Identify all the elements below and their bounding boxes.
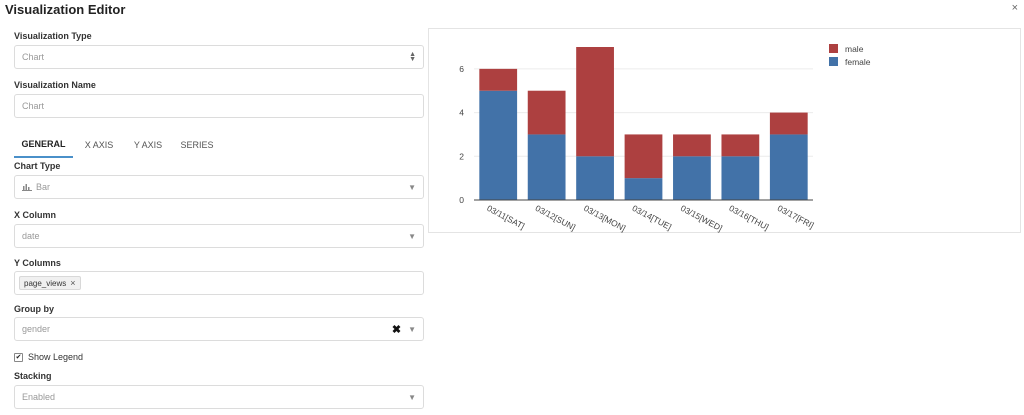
tab-y-axis[interactable]: Y AXIS [133,140,163,150]
y-tick-label: 6 [459,64,464,74]
group-by-select[interactable]: gender ✖ ▼ [14,317,424,341]
chart-type-select[interactable]: Bar ▼ [14,175,424,199]
visualization-type-label: Visualization Type [14,31,92,41]
checkbox-icon[interactable]: ✔ [14,352,23,362]
dialog-title: Visualization Editor [5,2,126,17]
bar-female [673,156,711,200]
bar-male [673,134,711,157]
bar-male [624,134,663,179]
x-tick-label: 03/12[SUN] [534,203,578,232]
y-column-tag-label: page_views [24,278,67,288]
bar-male [576,47,614,157]
x-column-value: date [22,231,40,241]
legend-label: female [845,57,871,67]
y-tick-label: 2 [459,151,464,161]
x-tick-label: 03/14[TUE] [631,203,674,232]
x-tick-label: 03/15[WED] [679,203,724,233]
group-by-label: Group by [14,304,54,314]
x-tick-label: 03/13[MON] [582,203,627,233]
bar-female [576,156,614,200]
x-column-label: X Column [14,210,56,220]
settings-tabs: GENERAL X AXIS Y AXIS SERIES [14,132,424,158]
bar-male [479,68,518,91]
bar-female [721,156,760,200]
visualization-name-label: Visualization Name [14,80,96,90]
y-column-tag: page_views × [19,276,81,290]
visualization-type-select[interactable]: Chart ▲ ▼ [14,45,424,69]
bar-male [721,134,760,157]
chevron-down-icon: ▼ [408,324,416,334]
visualization-type-value: Chart [22,52,45,62]
chevron-down-icon: ▼ [408,231,416,241]
x-tick-label: 03/16[THU] [727,203,770,232]
y-columns-multiselect[interactable]: page_views × [14,271,424,295]
stacking-label: Stacking [14,371,52,381]
y-tick-label: 4 [459,108,464,118]
chevron-down-icon: ▼ [408,392,416,402]
tab-x-axis[interactable]: X AXIS [84,140,114,150]
bar-female [624,178,663,200]
close-icon[interactable]: × [1011,2,1018,14]
tab-general[interactable]: GENERAL [14,132,73,158]
y-tick-label: 0 [459,195,464,205]
bar-male [527,90,566,135]
legend-label: male [845,44,864,54]
y-columns-label: Y Columns [14,258,61,268]
show-legend-label: Show Legend [28,352,84,362]
chart-type-value: Bar [36,182,51,192]
bar-female [527,134,566,200]
bar-female [479,90,518,200]
chart-type-label: Chart Type [14,161,61,171]
bar-chart-icon [22,183,32,191]
select-arrows-icon: ▲ ▼ [409,51,416,63]
bar-male [769,112,808,135]
clear-icon[interactable]: ✖ [391,323,402,336]
x-column-select[interactable]: date ▼ [14,224,424,248]
remove-tag-icon[interactable]: × [70,278,76,288]
stacking-select[interactable]: Enabled ▼ [14,385,424,409]
group-by-value: gender [22,324,51,334]
chart-preview: 0 2 4 6 03/11[SAT] 03/12[SUN] 03/13[MON] 03/14[… [428,28,1021,233]
x-tick-label: 03/11[SAT] [485,203,526,231]
visualization-name-field[interactable]: Chart [14,94,424,118]
stacking-value: Enabled [22,392,56,402]
x-tick-label: 03/17[FRI] [776,203,816,230]
bar-female [769,134,808,200]
chevron-down-icon: ▼ [408,182,416,192]
legend-swatch [829,57,838,66]
stacked-bar-chart: 0 2 4 6 03/11[SAT] 03/12[SUN] 03/13[MON] 03/14[… [459,44,871,233]
tab-series[interactable]: SERIES [180,140,214,150]
visualization-name-placeholder: Chart [22,101,45,111]
legend-swatch [829,44,838,53]
show-legend-checkbox[interactable]: ✔ Show Legend [14,352,83,362]
